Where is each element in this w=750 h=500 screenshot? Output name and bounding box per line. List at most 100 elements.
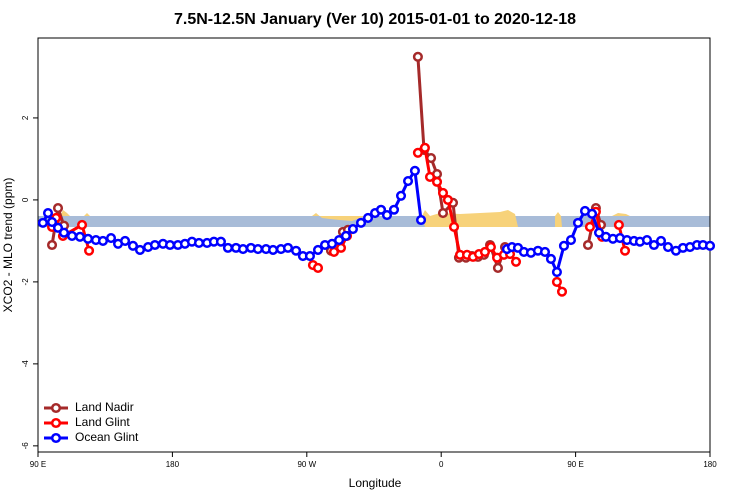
data-point xyxy=(77,219,88,230)
x-tick-label: 0 xyxy=(439,460,444,469)
data-point xyxy=(52,222,64,233)
y-axis-label: XCO2 - MLO trend (ppm) xyxy=(1,178,15,313)
data-point xyxy=(492,262,503,274)
data-point xyxy=(613,219,624,230)
x-tick-label: 90 E xyxy=(30,460,46,469)
legend-label: Ocean Glint xyxy=(75,430,139,444)
data-point xyxy=(282,242,294,253)
data-point xyxy=(437,187,449,198)
data-point xyxy=(120,235,131,246)
data-point xyxy=(412,147,423,158)
legend-label: Land Glint xyxy=(75,415,130,429)
y-tick-label: -2 xyxy=(21,278,30,286)
data-point xyxy=(448,221,460,233)
y-tick-label: -6 xyxy=(21,442,30,450)
data-point xyxy=(479,246,491,258)
data-point xyxy=(648,239,660,251)
legend-label: Land Nadir xyxy=(75,400,134,414)
data-point xyxy=(402,176,414,187)
data-point xyxy=(164,239,176,251)
data-point xyxy=(409,165,420,176)
chart-title: 7.5N-12.5N January (Ver 10) 2015-01-01 t… xyxy=(174,11,576,28)
data-point xyxy=(655,235,667,246)
data-point xyxy=(215,236,226,247)
data-point xyxy=(437,207,449,219)
data-point xyxy=(237,244,249,255)
data-point xyxy=(52,203,64,214)
data-point xyxy=(375,204,387,215)
data-point xyxy=(551,276,562,287)
data-point xyxy=(335,242,347,253)
plot-frame xyxy=(37,37,711,453)
data-point xyxy=(37,217,48,228)
data-point xyxy=(149,239,160,251)
data-point xyxy=(593,227,605,238)
data-point xyxy=(485,241,496,253)
x-tick-label: 180 xyxy=(166,460,180,469)
data-point xyxy=(97,235,109,246)
data-point xyxy=(704,240,716,251)
data-point xyxy=(424,171,436,183)
data-point xyxy=(312,244,324,255)
data-point xyxy=(66,230,78,242)
series-line xyxy=(50,56,603,273)
data-point xyxy=(46,216,58,228)
data-point xyxy=(565,235,577,246)
land-band xyxy=(45,210,630,227)
y-tick-label: 0 xyxy=(21,197,30,202)
data-point xyxy=(134,244,146,255)
data-point xyxy=(662,241,674,253)
data-point xyxy=(619,245,631,256)
data-point xyxy=(442,194,453,205)
y-tick-label: -4 xyxy=(21,360,30,368)
data-point xyxy=(46,239,58,251)
background-band xyxy=(38,210,710,227)
y-tick-label: 2 xyxy=(21,115,30,120)
data-point xyxy=(582,239,594,251)
x-tick-label: 180 xyxy=(703,460,717,469)
data-point xyxy=(193,237,205,249)
ocean-band xyxy=(38,216,710,227)
data-point xyxy=(74,231,86,242)
data-point xyxy=(290,245,302,256)
data-point xyxy=(510,256,522,267)
data-point xyxy=(347,223,358,235)
data-point xyxy=(431,176,443,187)
data-point xyxy=(340,230,351,242)
data-point xyxy=(268,244,279,255)
x-axis-label: Longitude xyxy=(349,476,402,490)
data-point xyxy=(58,227,70,238)
data-point xyxy=(381,210,393,221)
data-point xyxy=(395,190,407,201)
data-point xyxy=(312,262,324,274)
x-tick-label: 90 W xyxy=(297,460,316,469)
data-point xyxy=(105,232,117,244)
data-point xyxy=(572,217,584,228)
data-point xyxy=(334,235,345,246)
data-point xyxy=(556,286,568,297)
x-tick-label: 90 E xyxy=(567,460,583,469)
data-point xyxy=(586,208,598,219)
data-point xyxy=(415,214,427,226)
data-point xyxy=(539,246,551,258)
data-point xyxy=(42,207,54,219)
data-point xyxy=(412,51,423,62)
data-point xyxy=(222,242,234,253)
legend-marker xyxy=(50,402,62,414)
data-point xyxy=(419,142,430,153)
data-point xyxy=(584,221,595,233)
data-point xyxy=(558,240,570,251)
data-point xyxy=(641,235,653,246)
data-point xyxy=(304,251,315,262)
data-point xyxy=(84,245,95,256)
data-point xyxy=(252,244,264,255)
data-point xyxy=(355,217,367,228)
data-point xyxy=(362,212,374,223)
data-point xyxy=(127,240,139,251)
legend-marker xyxy=(50,417,62,429)
data-point xyxy=(388,204,400,215)
data-point xyxy=(551,267,562,278)
data-point xyxy=(545,253,557,264)
data-point xyxy=(82,233,94,244)
